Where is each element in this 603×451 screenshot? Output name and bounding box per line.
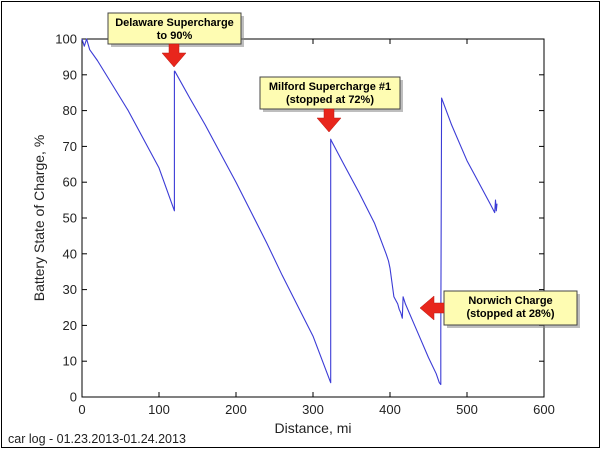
y-tick-label: 80 (63, 103, 77, 118)
x-tick-label: 0 (78, 402, 85, 417)
caption: car log - 01.23.2013-01.24.2013 (8, 432, 186, 446)
callout-text: Milford Supercharge #1 (269, 81, 391, 93)
y-tick-label: 90 (63, 67, 77, 82)
x-tick-label: 500 (456, 402, 478, 417)
x-tick-label: 400 (379, 402, 401, 417)
y-tick-label: 30 (63, 282, 77, 297)
red-arrow-icon (316, 108, 342, 133)
red-arrow-icon (161, 43, 187, 68)
series-line (81, 38, 498, 386)
y-tick-label: 70 (63, 139, 77, 154)
y-axis-title: Battery State of Charge, % (31, 135, 47, 302)
callout-text: Norwich Charge (468, 295, 552, 307)
callout-box (107, 12, 242, 45)
y-tick-label: 100 (55, 32, 77, 47)
x-tick-label: 300 (302, 402, 324, 417)
x-tick-label: 600 (533, 402, 555, 417)
y-tick-label: 0 (70, 390, 77, 405)
callout-text: (stopped at 72%) (286, 94, 374, 106)
series-layer (81, 38, 498, 386)
y-tick-label: 20 (63, 318, 77, 333)
x-tick-label: 100 (148, 402, 170, 417)
red-arrow-icon (419, 295, 445, 321)
axis-ticks: 0 100 200 300 400 500 600 0 10 20 30 40 50 60 70 80 90 10… (55, 32, 555, 418)
y-tick-label: 50 (63, 211, 77, 226)
y-tick-label: 10 (63, 354, 77, 369)
callout: Norwich Charge(stopped at 28%) (419, 290, 580, 328)
x-tick-label: 200 (225, 402, 247, 417)
callout: Milford Supercharge #1(stopped at 72%) (259, 76, 403, 133)
callout-text: Delaware Supercharge (115, 17, 234, 29)
callout-text: (stopped at 28%) (466, 308, 554, 320)
callout-box (443, 290, 578, 326)
callout-box (259, 76, 401, 110)
x-axis-title: Distance, mi (274, 420, 351, 436)
y-tick-label: 40 (63, 246, 77, 261)
y-tick-label: 60 (63, 175, 77, 190)
callout-text: to 90% (157, 30, 193, 42)
